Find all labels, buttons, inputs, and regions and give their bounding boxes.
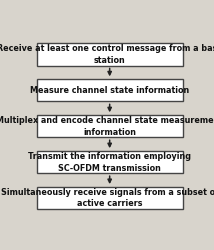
Text: Measure channel state information: Measure channel state information (30, 86, 189, 95)
Text: Simultaneously receive signals from a subset of
active carriers: Simultaneously receive signals from a su… (1, 188, 214, 208)
FancyBboxPatch shape (37, 115, 183, 137)
Text: Transmit the information employing
SC-OFDM transmission: Transmit the information employing SC-OF… (28, 152, 191, 172)
Text: Multiplex and encode channel state measurement
information: Multiplex and encode channel state measu… (0, 116, 214, 137)
FancyBboxPatch shape (37, 44, 183, 66)
FancyBboxPatch shape (37, 79, 183, 102)
FancyBboxPatch shape (37, 151, 183, 173)
Text: Receive at least one control message from a base
station: Receive at least one control message fro… (0, 44, 214, 65)
FancyBboxPatch shape (37, 187, 183, 209)
